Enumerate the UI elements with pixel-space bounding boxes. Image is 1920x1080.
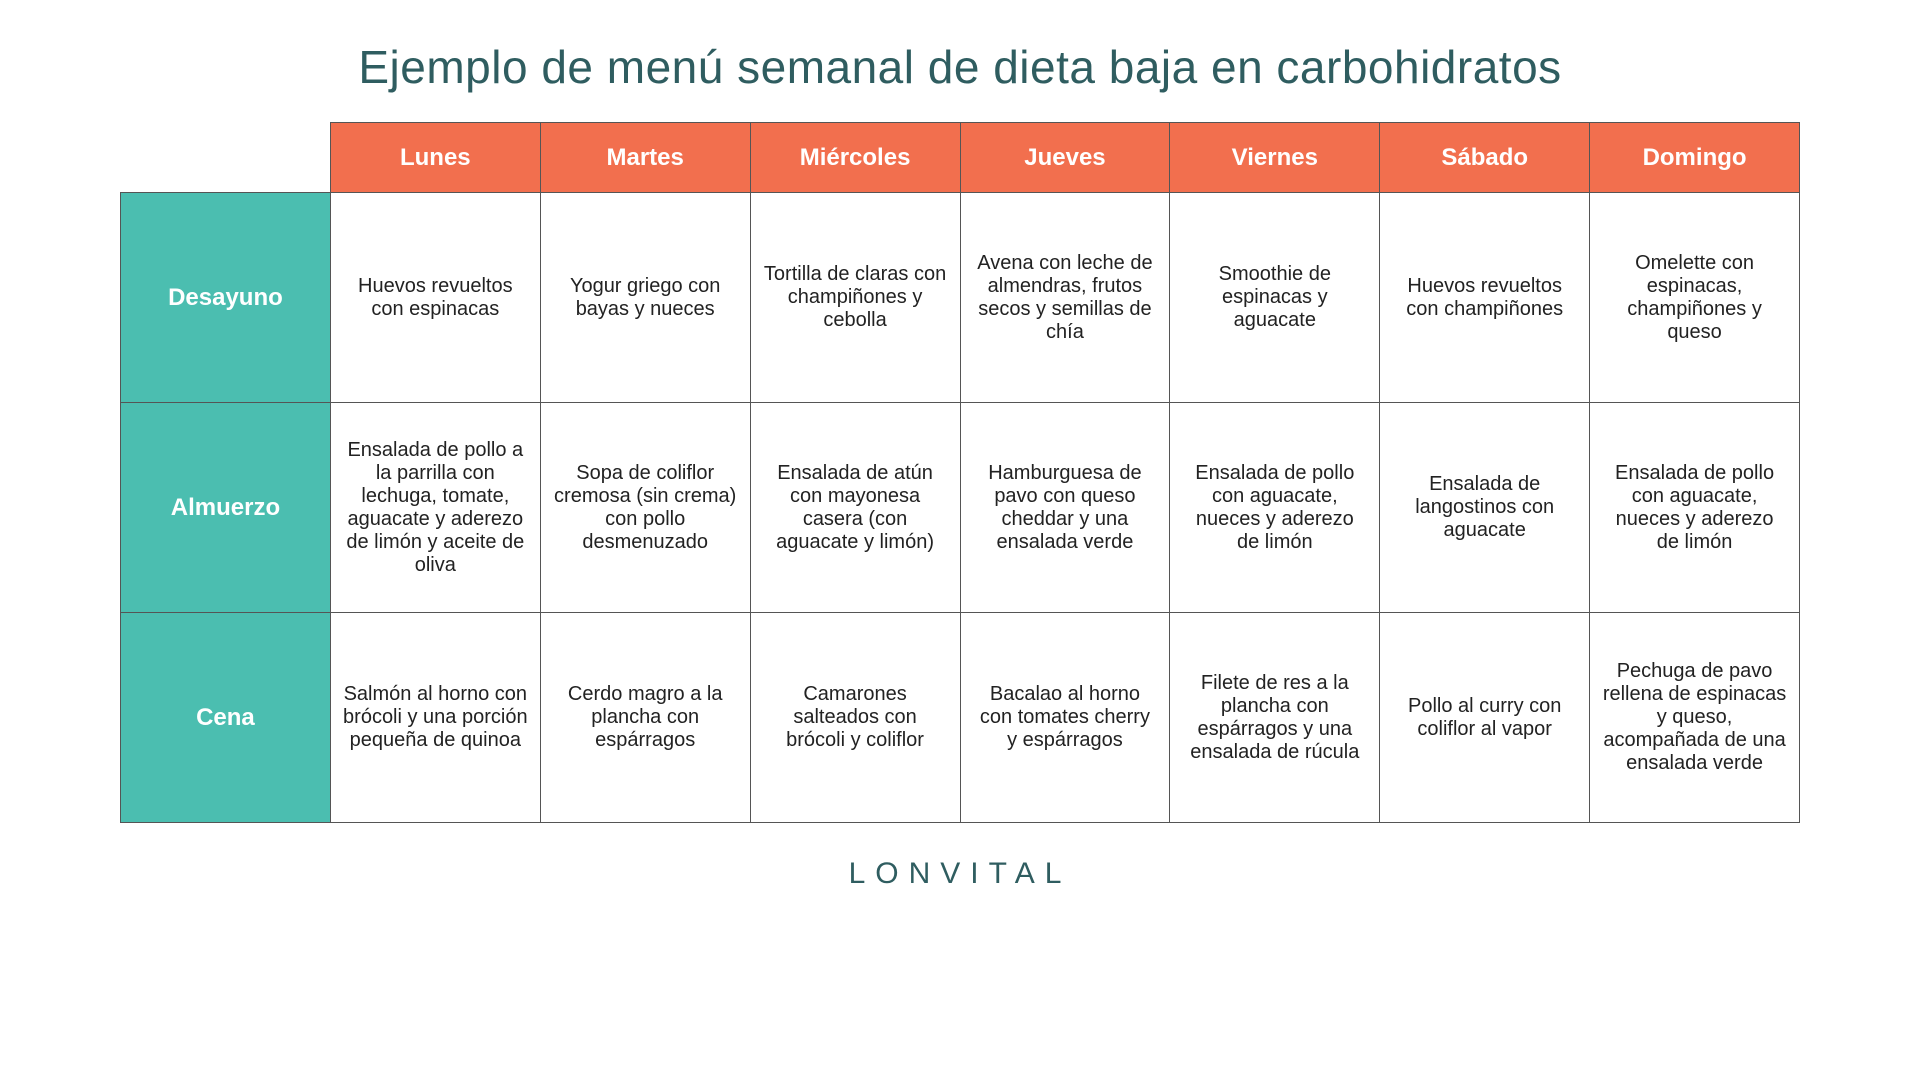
menu-cell: Avena con leche de almendras, frutos sec… <box>960 193 1170 403</box>
day-header: Jueves <box>960 123 1170 193</box>
menu-cell: Huevos revueltos con espinacas <box>330 193 540 403</box>
table-row: Cena Salmón al horno con brócoli y una p… <box>121 613 1800 823</box>
table-row: Almuerzo Ensalada de pollo a la parrilla… <box>121 403 1800 613</box>
menu-cell: Ensalada de atún con mayonesa casera (co… <box>750 403 960 613</box>
menu-cell: Smoothie de espinacas y aguacate <box>1170 193 1380 403</box>
header-row: Lunes Martes Miércoles Jueves Viernes Sá… <box>121 123 1800 193</box>
meal-header: Cena <box>121 613 331 823</box>
day-header: Miércoles <box>750 123 960 193</box>
menu-cell: Ensalada de pollo con aguacate, nueces y… <box>1170 403 1380 613</box>
day-header: Sábado <box>1380 123 1590 193</box>
menu-cell: Yogur griego con bayas y nueces <box>540 193 750 403</box>
table-row: Desayuno Huevos revueltos con espinacas … <box>121 193 1800 403</box>
menu-cell: Omelette con espinacas, champiñones y qu… <box>1590 193 1800 403</box>
menu-cell: Camarones salteados con brócoli y colifl… <box>750 613 960 823</box>
meal-header: Desayuno <box>121 193 331 403</box>
menu-cell: Salmón al horno con brócoli y una porció… <box>330 613 540 823</box>
day-header: Domingo <box>1590 123 1800 193</box>
menu-cell: Tortilla de claras con champiñones y ceb… <box>750 193 960 403</box>
menu-cell: Pollo al curry con coliflor al vapor <box>1380 613 1590 823</box>
menu-cell: Sopa de coliflor cremosa (sin crema) con… <box>540 403 750 613</box>
menu-cell: Bacalao al horno con tomates cherry y es… <box>960 613 1170 823</box>
day-header: Viernes <box>1170 123 1380 193</box>
menu-cell: Ensalada de pollo a la parrilla con lech… <box>330 403 540 613</box>
day-header: Martes <box>540 123 750 193</box>
corner-cell <box>121 123 331 193</box>
menu-table: Lunes Martes Miércoles Jueves Viernes Sá… <box>120 122 1800 823</box>
brand-logo: LONVITAL <box>849 857 1072 891</box>
menu-cell: Ensalada de pollo con aguacate, nueces y… <box>1590 403 1800 613</box>
menu-cell: Huevos revueltos con champiñones <box>1380 193 1590 403</box>
meal-header: Almuerzo <box>121 403 331 613</box>
page-title: Ejemplo de menú semanal de dieta baja en… <box>358 40 1561 94</box>
menu-cell: Hamburguesa de pavo con queso cheddar y … <box>960 403 1170 613</box>
day-header: Lunes <box>330 123 540 193</box>
menu-cell: Ensalada de langostinos con aguacate <box>1380 403 1590 613</box>
menu-cell: Filete de res a la plancha con espárrago… <box>1170 613 1380 823</box>
menu-cell: Pechuga de pavo rellena de espinacas y q… <box>1590 613 1800 823</box>
menu-cell: Cerdo magro a la plancha con espárragos <box>540 613 750 823</box>
